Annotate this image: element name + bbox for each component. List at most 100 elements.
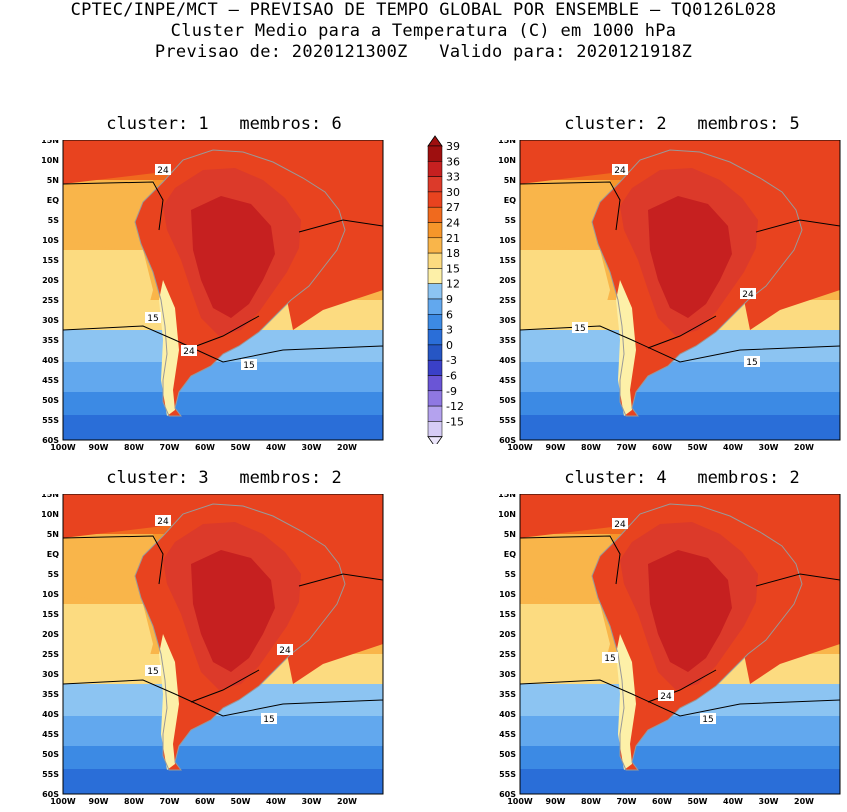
forecast-map-panel: 24 24 15 15 15N 10N 5N EQ 5S 10S 15S 20S 25S 30S 35S 40… [498, 140, 841, 452]
contour-label: 24 [742, 290, 754, 300]
latitude-tick-label: 40S [499, 356, 516, 365]
contour-label-box [744, 356, 760, 367]
latitude-tick-label: 45S [42, 730, 59, 739]
longitude-tick-label: 50W [231, 797, 251, 806]
latitude-tick-label: 60S [499, 436, 516, 445]
colorbar-label: 6 [446, 308, 453, 321]
latitude-tick-label: 25S [42, 296, 59, 305]
contour-label: 24 [660, 692, 672, 702]
forecast-map-panel: 24 15 24 15 15N 10N 5N EQ 5S 10S 15S 20S 25S 30S 35S 40… [41, 140, 384, 452]
latitude-tick-label: 10N [41, 510, 59, 519]
contour-label: 15 [746, 358, 757, 368]
latitude-tick-label: 30S [42, 670, 59, 679]
map-frame [62, 494, 384, 795]
header-line-2: Cluster Medio para a Temperatura (C) em … [170, 21, 677, 41]
latitude-tick-label: 40S [42, 710, 59, 719]
longitude-tick-label: 90W [546, 797, 566, 806]
colorbar-segment [427, 145, 443, 162]
contour-label: 15 [243, 361, 254, 371]
temperature-band [520, 746, 840, 769]
forecast-map-panel: 24 15 24 15 15N 10N 5N EQ 5S 10S 15S 20S 25S 30S 35S 40… [498, 494, 841, 806]
latitude-tick-label: EQ [47, 196, 59, 205]
colorbar-label: 9 [446, 293, 453, 306]
colorbar-segment [427, 405, 443, 422]
contour-label-box [181, 345, 197, 356]
pacific-cool-region [520, 604, 610, 684]
latitude-tick-label: 5S [48, 570, 60, 579]
coastline [134, 503, 346, 771]
contour-label-box [261, 713, 277, 724]
longitude-tick-label: 50W [231, 443, 251, 452]
contour-label: 15 [147, 314, 158, 324]
longitude-tick-label: 20W [337, 797, 357, 806]
latitude-tick-label: 25S [499, 296, 516, 305]
colorbar-segment [427, 252, 443, 269]
latitude-tick-label: 10S [42, 590, 59, 599]
hot-core-region [191, 196, 275, 318]
colorbar-segment [427, 375, 443, 392]
contour-label: 24 [157, 166, 169, 176]
hot-core-region [648, 196, 732, 318]
latitude-tick-label: 5N [47, 176, 59, 185]
temperature-band [63, 392, 383, 415]
contour-label-box [658, 690, 674, 701]
contour-24 [190, 669, 260, 703]
latitude-tick-label: 60S [42, 436, 59, 445]
contour-24 [298, 573, 383, 587]
colorbar-segment [427, 268, 443, 284]
panel-title: cluster: 4 membros: 2 [564, 468, 800, 488]
map-frame [62, 140, 384, 441]
latitude-tick-label: 10N [498, 156, 516, 165]
hot-core-region [648, 550, 732, 672]
contour-label: 24 [279, 646, 291, 656]
latitude-tick-label: 10N [498, 510, 516, 519]
andes-region [616, 280, 636, 416]
contour-label: 15 [702, 715, 713, 725]
contour-label-box [145, 312, 161, 323]
colorbar-label: 39 [446, 140, 460, 153]
colorbar-segment [427, 176, 443, 193]
contour-label-box [145, 665, 161, 676]
temperature-band [63, 746, 383, 769]
andes-region [616, 634, 636, 770]
latitude-tick-label: EQ [47, 550, 59, 559]
latitude-tick-label: 15S [499, 256, 516, 265]
colorbar-label: -3 [446, 354, 457, 367]
longitude-tick-label: 100W [50, 797, 76, 806]
colorbar-label: 3 [446, 324, 453, 337]
colorbar-label: 21 [446, 232, 460, 245]
panel-title: cluster: 1 membros: 6 [106, 114, 342, 134]
latitude-tick-label: 5S [505, 570, 517, 579]
colorbar-label: 0 [446, 339, 453, 352]
panel-title: cluster: 2 membros: 5 [564, 114, 800, 134]
longitude-tick-label: 50W [688, 443, 708, 452]
latitude-tick-label: 45S [499, 376, 516, 385]
colorbar-label: -9 [446, 385, 457, 398]
forecast-map-panel: 24 24 15 15 15N 10N 5N EQ 5S 10S 15S 20S 25S 30S 35S 40… [41, 494, 384, 806]
contour-label-box [155, 164, 171, 175]
latitude-tick-label: 45S [499, 730, 516, 739]
longitude-tick-label: 20W [337, 443, 357, 452]
temperature-band [520, 415, 840, 440]
latitude-tick-label: 50S [499, 396, 516, 405]
contour-label-box [155, 515, 171, 526]
latitude-tick-label: 50S [499, 750, 516, 759]
longitude-tick-label: 60W [652, 797, 672, 806]
longitude-tick-label: 20W [794, 443, 814, 452]
header-line-1: CPTEC/INPE/MCT – PREVISAO DE TEMPO GLOBA… [70, 0, 777, 20]
latitude-tick-label: 20S [499, 630, 516, 639]
longitude-tick-label: 90W [546, 443, 566, 452]
longitude-tick-label: 100W [507, 797, 533, 806]
longitude-tick-label: 70W [160, 443, 180, 452]
latitude-tick-label: 15S [42, 256, 59, 265]
contour-24 [755, 219, 840, 233]
colorbar-segment [427, 421, 443, 437]
header-line-3: Previsao de: 2020121300Z Valido para: 20… [154, 42, 693, 62]
latitude-tick-label: 15N [498, 140, 516, 145]
contour-label-box [602, 652, 618, 663]
colorbar: 39 36 33 30 27 24 21 18 15 12 9 6 3 0 -3 -6 -9 -12 -15 [420, 134, 480, 448]
contour-24 [298, 219, 383, 233]
map-frame [519, 140, 841, 441]
latitude-tick-label: 50S [42, 396, 59, 405]
contour-label-box [277, 644, 293, 655]
